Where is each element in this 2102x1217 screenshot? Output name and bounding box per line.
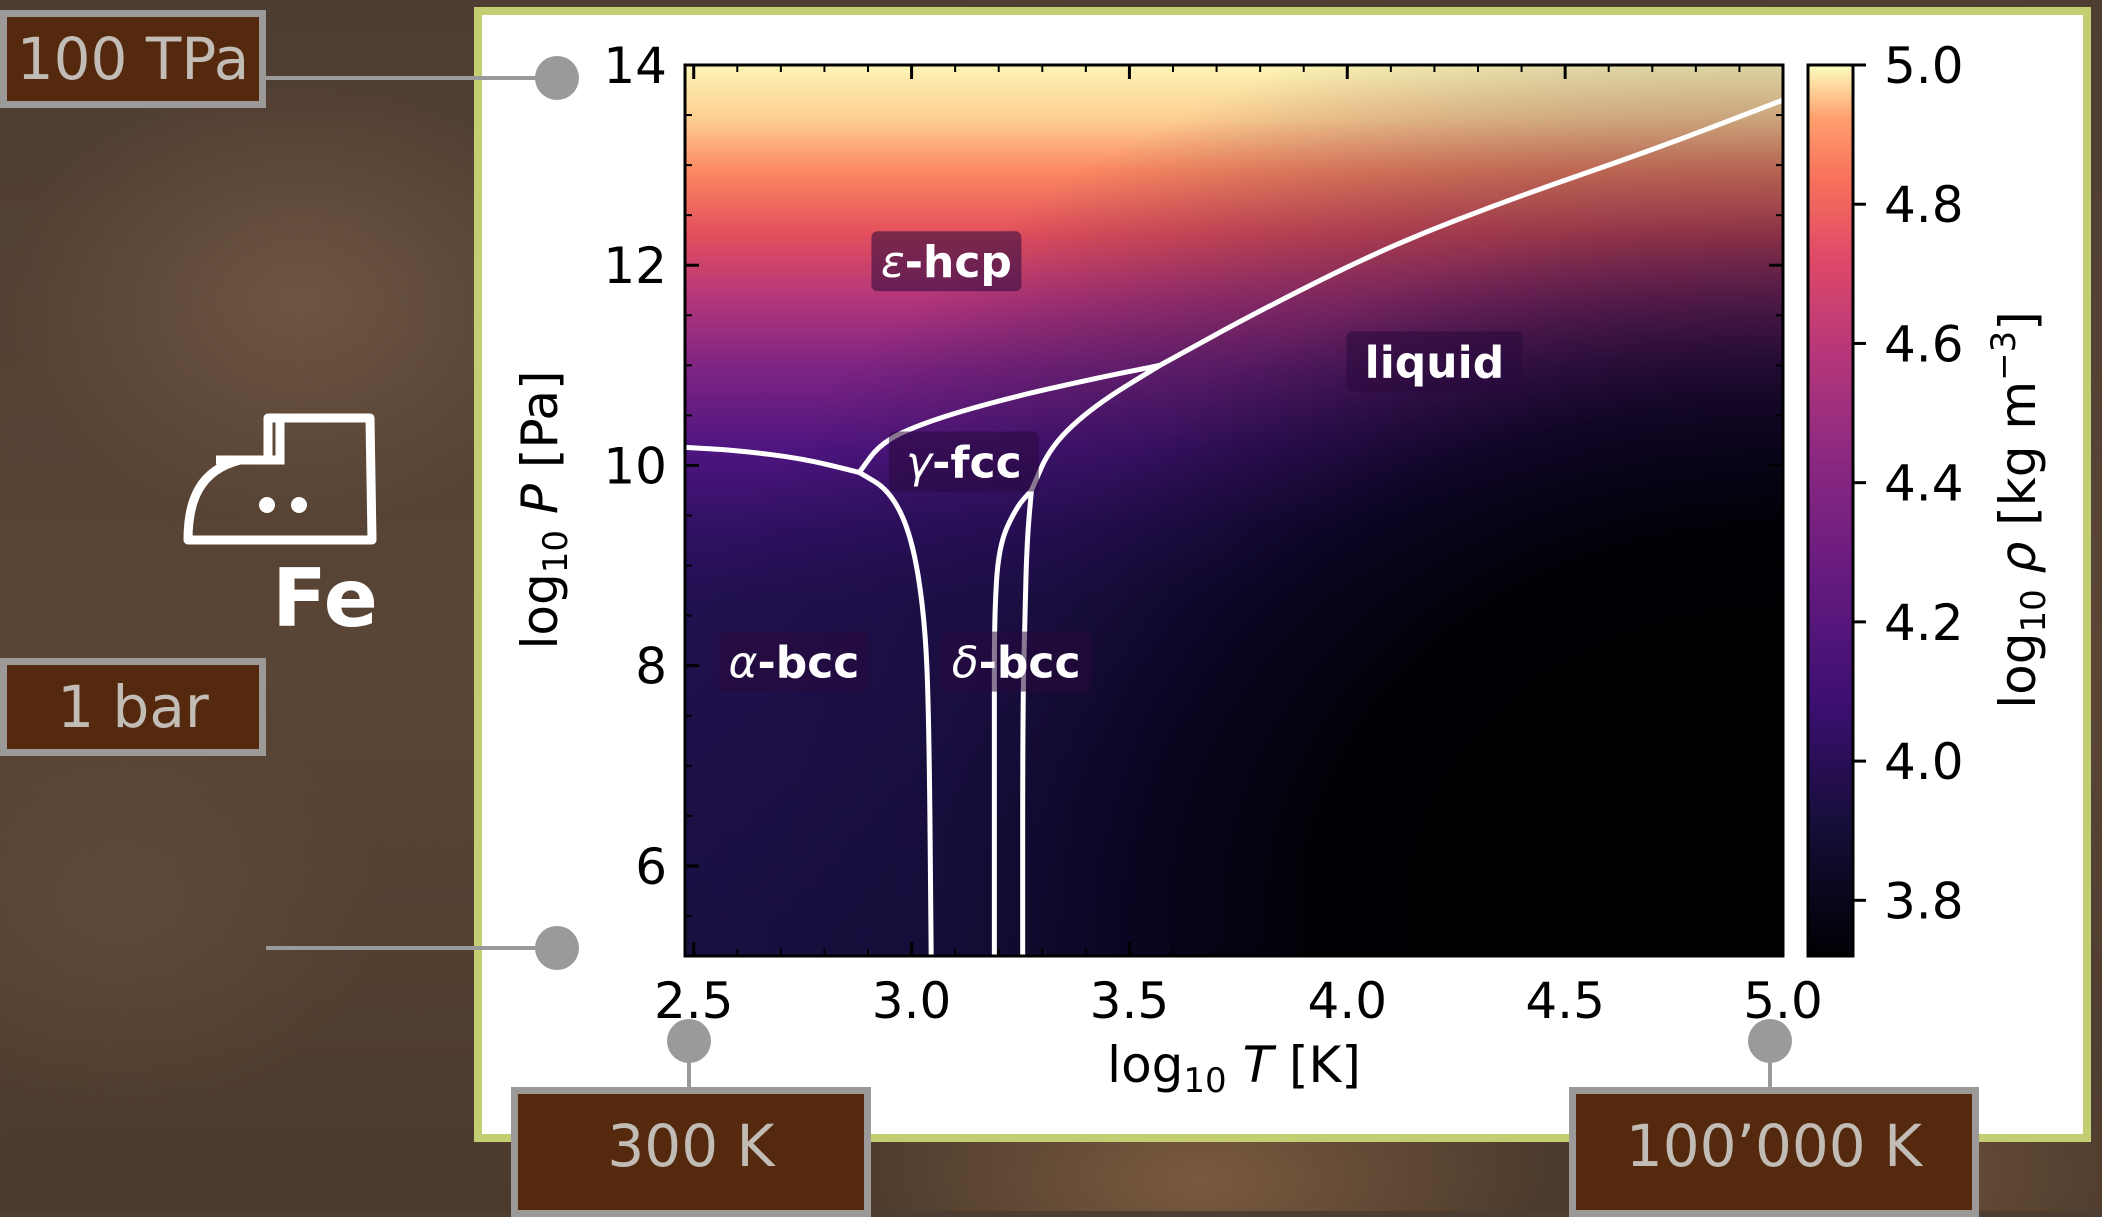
y-tick-label: 10 bbox=[603, 437, 667, 495]
y-tick-label: 8 bbox=[635, 638, 667, 696]
density-heatmap-shading bbox=[685, 65, 1783, 956]
x-tick-label: 5.0 bbox=[1743, 972, 1823, 1030]
t-min-marker bbox=[667, 1019, 711, 1063]
p-max-tag: 100 TPa bbox=[0, 10, 266, 108]
colorbar-tick-label: 4.6 bbox=[1884, 315, 1964, 373]
colorbar-label: log10 ρ [kg m−3] bbox=[1984, 311, 2054, 709]
phase-label-bg bbox=[718, 631, 869, 692]
phase-label-text: liquid bbox=[1365, 337, 1505, 388]
colorbar-tick-label: 4.4 bbox=[1884, 455, 1964, 513]
p-min-label: 1 bar bbox=[57, 673, 209, 741]
t-min-tag: 300 K bbox=[511, 1087, 871, 1217]
iron-icon bbox=[180, 410, 380, 560]
x-axis-label: log10 T [K] bbox=[1107, 1036, 1361, 1101]
p-min-tag: 1 bar bbox=[0, 658, 266, 756]
phase-label-text: α-bcc bbox=[728, 638, 859, 689]
colorbar-tick-label: 4.0 bbox=[1884, 733, 1964, 791]
p-max-marker bbox=[535, 56, 579, 100]
t-max-marker bbox=[1748, 1019, 1792, 1063]
phase-label-bg bbox=[1346, 331, 1523, 392]
phase-label-text: δ-bcc bbox=[952, 638, 1081, 689]
phase-label-bg bbox=[871, 231, 1022, 292]
phase-label-fcc: γ-fcc bbox=[888, 431, 1039, 492]
p-min-marker bbox=[535, 926, 579, 970]
x-tick-label: 3.0 bbox=[872, 972, 952, 1030]
phase-label-bg bbox=[888, 431, 1039, 492]
y-tick-label: 12 bbox=[603, 237, 667, 295]
y-tick-label: 14 bbox=[603, 37, 667, 95]
colorbar bbox=[1806, 63, 1855, 958]
colorbar-tick-label: 4.2 bbox=[1884, 594, 1964, 652]
phase-label-bcc: δ-bcc bbox=[941, 631, 1092, 692]
p-max-label: 100 TPa bbox=[16, 25, 250, 93]
colorbar-tick-label: 4.8 bbox=[1884, 176, 1964, 234]
colorbar-tick-label: 5.0 bbox=[1884, 37, 1964, 95]
t-max-tag: 100’000 K bbox=[1569, 1087, 1979, 1217]
phase-label-hcp: ε-hcp bbox=[871, 231, 1022, 292]
element-symbol: Fe bbox=[272, 552, 378, 645]
x-tick-label: 4.5 bbox=[1525, 972, 1605, 1030]
t-max-label: 100’000 K bbox=[1625, 1112, 1923, 1180]
phase-label-bg bbox=[941, 631, 1092, 692]
x-tick-label: 3.5 bbox=[1090, 972, 1170, 1030]
y-tick-label: 6 bbox=[635, 838, 667, 896]
t-min-label: 300 K bbox=[607, 1112, 775, 1180]
phase-label-text: ε-hcp bbox=[881, 237, 1012, 288]
colorbar-tick-label: 3.8 bbox=[1884, 872, 1964, 930]
phase-label-liquid: liquid bbox=[1346, 331, 1523, 392]
plot-frame bbox=[683, 63, 1785, 958]
phase-boundary-gamma-epsilon bbox=[857, 362, 1161, 474]
phase-boundary-epsilon-liquid bbox=[1158, 97, 1783, 368]
phase-label-text: γ-fcc bbox=[906, 437, 1022, 488]
phase-boundary-alpha-gamma bbox=[858, 470, 934, 956]
x-tick-label: 4.0 bbox=[1308, 972, 1388, 1030]
phase-label-bcc: α-bcc bbox=[718, 631, 869, 692]
y-axis-label: log10 P [Pa] bbox=[511, 370, 576, 649]
phase-boundary-alpha-epsilon bbox=[685, 444, 860, 475]
